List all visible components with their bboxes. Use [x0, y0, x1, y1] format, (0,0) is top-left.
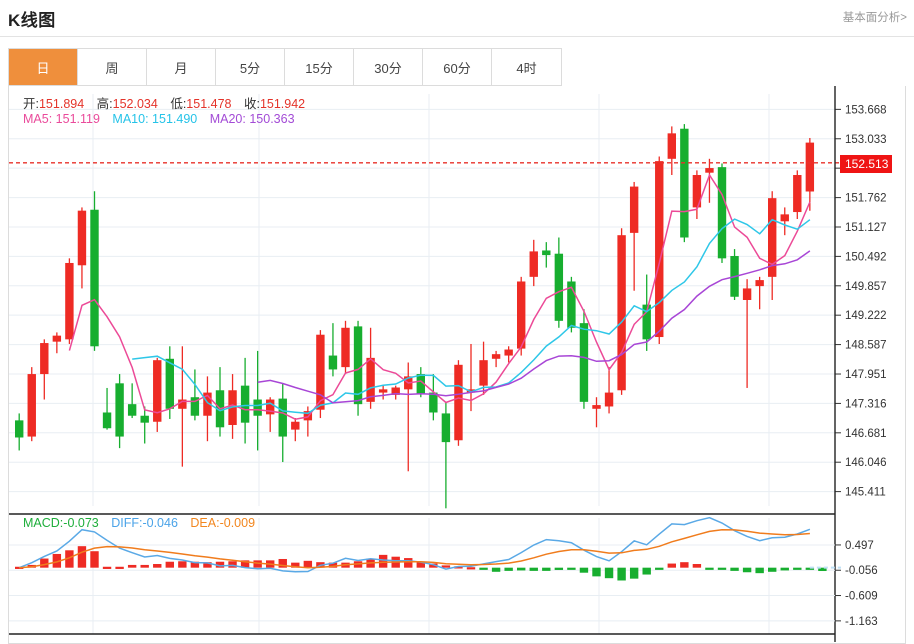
svg-text:-1.163: -1.163	[845, 616, 878, 628]
svg-text:145.411: 145.411	[845, 487, 886, 499]
ma5-value: 151.119	[55, 112, 100, 126]
tab-7[interactable]: 4时	[492, 49, 561, 85]
high-value: 152.034	[112, 97, 158, 111]
macd-legend: MACD:-0.073 DIFF:-0.046 DEA:-0.009	[23, 516, 255, 530]
tab-label: 30分	[374, 60, 402, 76]
chart-area[interactable]: 153.668153.033152.398151.762151.127150.4…	[8, 86, 906, 644]
diff-value: -0.046	[142, 516, 178, 530]
tab-6[interactable]: 60分	[423, 49, 492, 85]
svg-text:150.492: 150.492	[845, 251, 887, 263]
tab-label: 月	[174, 60, 188, 76]
svg-text:151.127: 151.127	[845, 222, 887, 234]
tab-label: 60分	[443, 60, 471, 76]
tab-2[interactable]: 月	[147, 49, 216, 85]
svg-text:148.587: 148.587	[845, 340, 887, 352]
svg-text:146.681: 146.681	[845, 428, 887, 440]
svg-text:147.316: 147.316	[845, 398, 887, 410]
tab-4[interactable]: 15分	[285, 49, 354, 85]
macd-value: -0.073	[63, 516, 99, 530]
svg-text:147.951: 147.951	[845, 369, 887, 381]
tab-5[interactable]: 30分	[354, 49, 423, 85]
svg-text:153.033: 153.033	[845, 134, 887, 146]
open-value: 151.894	[38, 97, 85, 111]
timeframe-tabbar: 日 周 月 5分 15分 30分 60分 4时	[8, 48, 562, 86]
svg-text:149.857: 149.857	[845, 281, 887, 293]
svg-text:151.762: 151.762	[845, 193, 887, 205]
ma-legend: MA5: 151.119 MA10: 151.490 MA20: 150.363	[23, 112, 295, 126]
tab-label: 4时	[516, 60, 537, 76]
svg-text:149.222: 149.222	[845, 310, 887, 322]
open-label: 开:	[23, 97, 39, 111]
ma20-label: MA20:	[209, 112, 246, 126]
tab-1[interactable]: 周	[78, 49, 147, 85]
page-title: K线图	[8, 11, 56, 30]
tab-3[interactable]: 5分	[216, 49, 285, 85]
ma10-label: MA10:	[112, 112, 149, 126]
ma20-value: 150.363	[249, 112, 295, 126]
tab-label: 5分	[239, 60, 261, 76]
tab-label: 日	[36, 60, 50, 76]
tab-label: 15分	[305, 60, 333, 76]
svg-text:-0.609: -0.609	[845, 591, 878, 603]
svg-text:-0.056: -0.056	[845, 565, 878, 577]
current-price-tag: 152.513	[840, 154, 893, 173]
svg-text:146.046: 146.046	[845, 457, 887, 469]
tab-0[interactable]: 日	[9, 49, 78, 85]
dea-label: DEA:	[190, 516, 220, 530]
close-label: 收:	[243, 97, 260, 111]
diff-label: DIFF:	[111, 516, 143, 530]
macd-label: MACD:	[23, 516, 64, 530]
close-value: 151.942	[259, 97, 306, 111]
page-header: K线图 基本面分析>	[0, 0, 914, 37]
ma5-label: MA5:	[23, 112, 53, 126]
low-value: 151.478	[186, 97, 232, 111]
ma10-value: 151.490	[152, 112, 198, 126]
low-label: 低:	[170, 97, 187, 111]
ohlc-legend: 开:151.894 高:152.034 低:151.478 收:151.942	[23, 93, 305, 112]
fundamental-analysis-link[interactable]: 基本面分析>	[842, 12, 907, 24]
tab-label: 周	[105, 60, 119, 76]
svg-text:0.497: 0.497	[845, 540, 874, 552]
kline-chart-svg: 153.668153.033152.398151.762151.127150.4…	[9, 86, 887, 642]
dea-value: -0.009	[219, 516, 256, 530]
high-label: 高:	[96, 97, 113, 111]
svg-text:153.668: 153.668	[845, 104, 887, 116]
